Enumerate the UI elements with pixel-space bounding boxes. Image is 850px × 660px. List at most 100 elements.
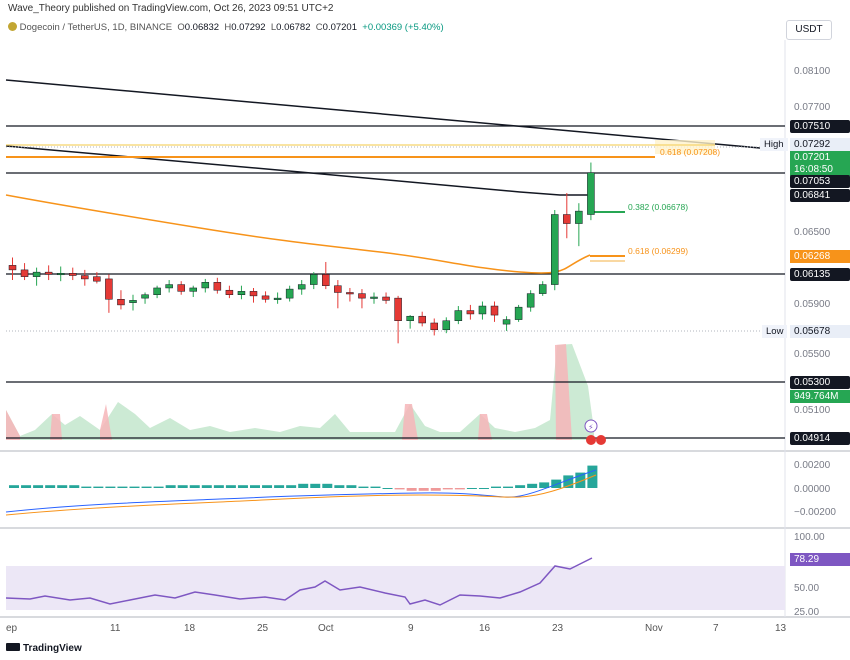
rsi-tick: 50.00 <box>794 583 820 594</box>
change-value: +0.00369 (+5.40%) <box>362 22 444 33</box>
macd-tick: 0.00200 <box>794 460 831 471</box>
price-tick: 0.05500 <box>794 349 831 360</box>
symbol-name[interactable]: Dogecoin / TetherUS, 1D, BINANCE <box>19 22 173 33</box>
candle-body <box>502 319 511 325</box>
candle-body <box>141 294 149 299</box>
high-label: 0.07292 <box>790 138 850 151</box>
currency-button[interactable]: USDT <box>786 20 832 40</box>
candle-body <box>8 265 17 271</box>
macd-bar <box>153 486 164 488</box>
ema-line <box>5 194 591 274</box>
price-tick: 0.07700 <box>794 102 831 113</box>
lightning-icon <box>584 419 598 433</box>
macd-bar <box>105 486 116 488</box>
candle-body <box>201 282 210 289</box>
macd-bar <box>310 483 321 488</box>
level-label: 0.07510 <box>790 120 850 133</box>
candle-body <box>551 214 559 285</box>
candle-body <box>442 320 451 331</box>
level-label: 0.04914 <box>790 432 850 445</box>
candle-body <box>237 291 246 295</box>
candle-body <box>249 291 258 297</box>
level-label: 0.05300 <box>790 376 850 389</box>
brand-text: TradingView <box>23 643 82 654</box>
macd-bar <box>286 485 297 488</box>
candle-body <box>346 292 354 295</box>
macd-bar <box>213 485 224 488</box>
macd-bar <box>346 485 357 488</box>
low-label: L <box>270 22 277 33</box>
rsi-value-label: 78.29 <box>790 553 850 566</box>
candle-body <box>394 297 402 321</box>
candle-body <box>32 271 41 277</box>
macd-bar <box>250 485 260 488</box>
time-tick: ep <box>6 623 18 634</box>
event-icon <box>586 435 596 445</box>
macd-bar <box>370 486 381 488</box>
candle-body <box>189 287 197 292</box>
macd-bar <box>394 488 405 490</box>
macd-bar <box>478 488 489 489</box>
candle-body <box>44 271 53 275</box>
trendline-upper <box>5 79 761 149</box>
macd-signal-line <box>5 474 597 516</box>
macd-bar <box>334 485 345 488</box>
low-value: 0.06782 <box>276 22 311 33</box>
macd-bar <box>575 472 586 488</box>
macd-tick: −0.00200 <box>794 507 836 518</box>
candle-body <box>526 293 535 308</box>
macd-bar <box>382 488 393 489</box>
candle-body <box>225 289 234 295</box>
candle-body <box>406 315 414 321</box>
time-tick: 11 <box>110 623 121 634</box>
candle-body <box>93 276 101 282</box>
macd-bar <box>322 483 333 488</box>
macd-bar <box>418 488 429 491</box>
candle-body <box>165 284 173 289</box>
high-tag: High <box>760 138 788 151</box>
fib-618-label: 0.618 (0.06299) <box>628 246 689 256</box>
symbol-info: Dogecoin / TetherUS, 1D, BINANCE O0.0683… <box>8 22 444 33</box>
lightning-glyph: ⚡ <box>588 423 594 432</box>
candle-body <box>261 295 270 300</box>
candle-body <box>514 306 523 320</box>
candle-body <box>454 310 463 321</box>
candle-body <box>538 284 547 294</box>
macd-histogram <box>9 465 598 491</box>
macd-bar <box>406 488 417 491</box>
dogecoin-icon <box>8 22 17 31</box>
open-label: O <box>177 22 185 33</box>
level-label: 0.07053 <box>790 175 850 188</box>
close-label: C <box>315 22 323 33</box>
macd-bar <box>21 485 32 488</box>
price-tick: 0.05100 <box>794 405 831 416</box>
candle-body <box>334 285 342 293</box>
macd-bar <box>503 486 514 488</box>
time-tick: 25 <box>257 623 269 634</box>
macd-bar <box>430 488 441 491</box>
rsi-band <box>6 566 785 610</box>
candle-body <box>358 293 366 299</box>
macd-bar <box>454 488 465 490</box>
macd-bar <box>515 485 526 488</box>
candle-body <box>310 274 318 285</box>
level-label: 0.06841 <box>790 189 850 202</box>
macd-bar <box>563 475 574 488</box>
tradingview-logo[interactable]: TradingView <box>6 643 82 654</box>
macd-bar <box>491 486 501 488</box>
candle-body <box>430 322 438 331</box>
candle-body <box>285 288 294 299</box>
macd-bar <box>225 485 236 488</box>
candle-body <box>466 310 475 315</box>
low-tag: Low <box>762 325 788 338</box>
fib-382-label: 0.382 (0.06678) <box>628 202 689 212</box>
macd-bar <box>57 485 68 488</box>
time-tick: Nov <box>645 623 663 634</box>
time-tick: 7 <box>713 623 719 634</box>
candles-group <box>8 162 595 344</box>
candle-body <box>213 282 222 291</box>
candle-body <box>370 296 378 299</box>
macd-bar <box>33 485 44 488</box>
candle-body <box>69 273 77 276</box>
